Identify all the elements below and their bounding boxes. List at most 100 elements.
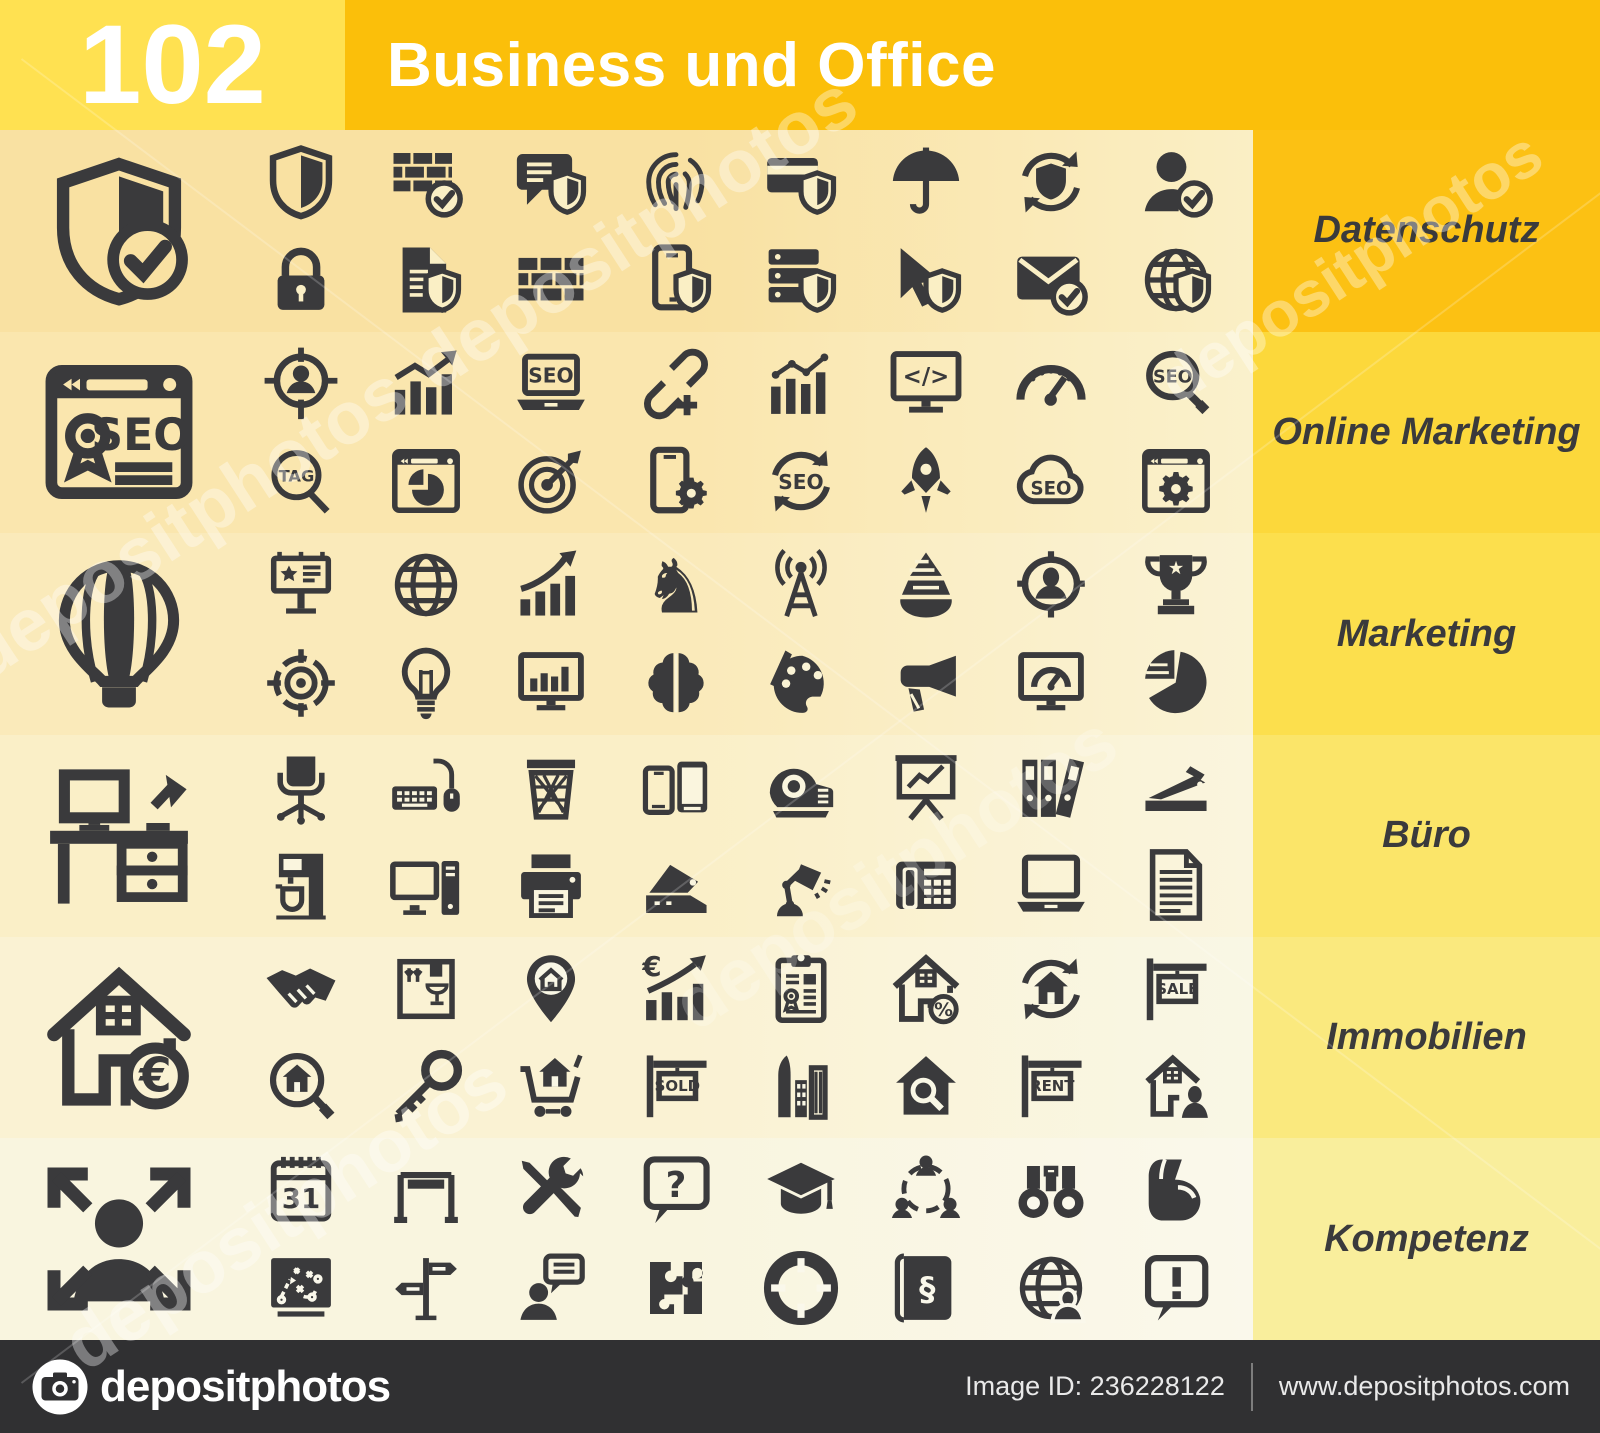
hot-air-balloon-icon [0,533,238,735]
firewall-check-icon [387,143,465,221]
category-label: Datenschutz [1313,209,1540,252]
paint-palette-icon [762,644,840,722]
category-label-band: Datenschutz [1253,130,1600,332]
office-desk-icon [0,735,238,937]
credit-card-shield-icon [762,143,840,221]
category-label-band: Immobilien [1253,936,1600,1139]
umbrella-icon [887,143,965,221]
house-magnifier-icon [262,1047,340,1125]
seo-browser-icon: SEO [0,332,238,534]
megaphone-icon [887,644,965,722]
svg-text:SEO: SEO [778,470,823,494]
icon-area [0,130,1253,332]
image-meta: Image ID: 236228122 www.depositphotos.co… [965,1362,1570,1411]
category-row-kompetenz: 31? § Kompetenz [0,1138,1600,1340]
icon-area: SEO SEO </> SEO TAG SEO SEO [0,331,1253,534]
svg-text:€: € [138,1050,172,1104]
smartphone-gear-icon [637,442,715,520]
svg-text:%: % [934,1000,953,1021]
growth-arrow-icon [512,546,590,624]
shield-check-icon [0,130,238,332]
monitor-gauge-icon [1012,644,1090,722]
svg-text:♞: ♞ [642,546,709,624]
category-label-band: Marketing [1253,533,1600,735]
laptop-icon [1012,846,1090,924]
icon-grid: Datenschutz SEO SEO </> SEO TAG SEO SEO Online M… [0,130,1600,1340]
chess-knight-icon: ♞ [637,546,715,624]
category-label: Marketing [1336,612,1517,655]
desk-phone-icon [887,846,965,924]
padlock-icon [262,241,340,319]
house-search-icon [887,1047,965,1125]
icon-subgrid: SEO </> SEO TAG SEO SEO [238,332,1253,534]
category-label: Online Marketing [1272,410,1581,453]
cursor-shield-icon [887,241,965,319]
category-label: Büro [1382,814,1471,857]
coffee-machine-icon [262,846,340,924]
icon-area: € €% SALE SOLD RENT [0,936,1253,1139]
rent-sign-icon: RENT [1012,1047,1090,1125]
house-cart-icon [512,1047,590,1125]
page-title: Business und Office [387,30,996,100]
icon-subgrid [238,735,1253,937]
seo-sync-icon: SEO [762,442,840,520]
trophy-icon: ★ [1137,546,1215,624]
image-id: Image ID: 236228122 [965,1371,1225,1401]
keyboard-mouse-icon [387,748,465,826]
house-agent-icon [1137,1047,1215,1125]
house-sync-icon [1012,950,1090,1028]
category-row-online-marketing: SEO SEO </> SEO TAG SEO SEO Online Marketing [0,331,1600,534]
tape-dispenser-icon [762,748,840,826]
contract-clipboard-icon [762,950,840,1028]
smartphone-shield-icon [637,241,715,319]
strategy-board-icon [262,1249,340,1327]
svg-text:SEO: SEO [528,363,573,387]
header: 102 Business und Office [0,0,1600,130]
speedometer-icon [1012,345,1090,423]
hurdle-icon [387,1151,465,1229]
svg-text:SEO: SEO [91,411,191,462]
target-user-icon [1012,546,1090,624]
icon-count: 102 [79,2,266,127]
category-label-band: Büro [1253,734,1600,937]
broadcast-tower-icon [762,546,840,624]
dartboard-icon [512,442,590,520]
phone-tablet-icon [637,748,715,826]
shield-sync-icon [1012,143,1090,221]
icon-subgrid: 31? § [238,1138,1253,1340]
mail-check-icon [1012,241,1090,319]
shield-icon [262,143,340,221]
svg-text:SALE: SALE [1157,979,1199,997]
puzzle-icon [637,1249,715,1327]
target-audience-icon [262,345,340,423]
icon-subgrid: €% SALE SOLD RENT [238,937,1253,1139]
sold-sign-icon: SOLD [637,1047,715,1125]
key-icon [387,1047,465,1125]
office-chair-icon [262,748,340,826]
user-check-icon [1137,143,1215,221]
law-book-icon: § [887,1249,965,1327]
brick-wall-icon [512,241,590,319]
site-url: www.depositphotos.com [1278,1371,1570,1401]
svg-text:TAG: TAG [278,467,314,486]
desk-lamp-icon [762,846,840,924]
presentation-board-icon [887,748,965,826]
strong-arm-icon [1137,1151,1215,1229]
meta-divider [1250,1362,1253,1411]
euro-growth-icon: € [637,950,715,1028]
ring-binders-icon [1012,748,1090,826]
laptop-seo-icon: SEO [512,345,590,423]
svg-text:★: ★ [1168,558,1184,579]
icon-count-box: 102 [0,0,345,130]
rocket-icon [887,442,965,520]
svg-text:</>: </> [903,364,949,390]
sales-funnel-icon [887,546,965,624]
category-label: Immobilien [1326,1015,1527,1058]
category-label-band: Kompetenz [1253,1138,1600,1340]
house-pin-icon [512,950,590,1028]
svg-text:SOLD: SOLD [655,1077,700,1095]
moving-box-icon [387,950,465,1028]
lightbulb-icon [387,644,465,722]
category-row-marketing: ♞ ★ Marketing [0,533,1600,735]
sale-sign-icon: SALE [1137,950,1215,1028]
